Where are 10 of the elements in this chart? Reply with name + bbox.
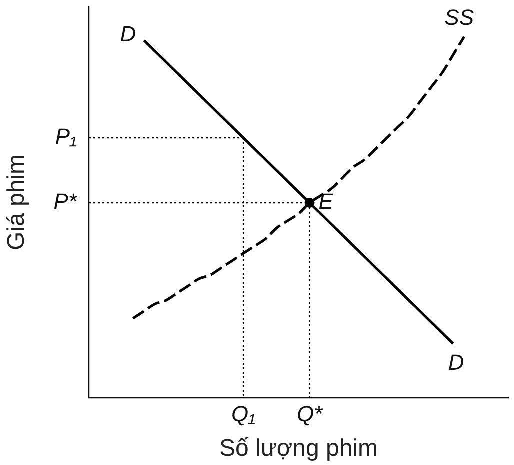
y-axis-title: Giá phim	[3, 154, 30, 251]
x-tick-label: Q₁	[232, 401, 256, 426]
series-label: E	[318, 189, 334, 214]
ref-line-label: P*	[54, 189, 78, 214]
series-label: D	[448, 350, 464, 375]
x-axis-title: Số lượng phim	[219, 435, 378, 462]
x-tick-label: Q*	[296, 401, 324, 426]
series-label: SS	[444, 5, 474, 30]
ref-line-label: P₁	[55, 124, 78, 150]
annotation: D	[120, 22, 136, 47]
